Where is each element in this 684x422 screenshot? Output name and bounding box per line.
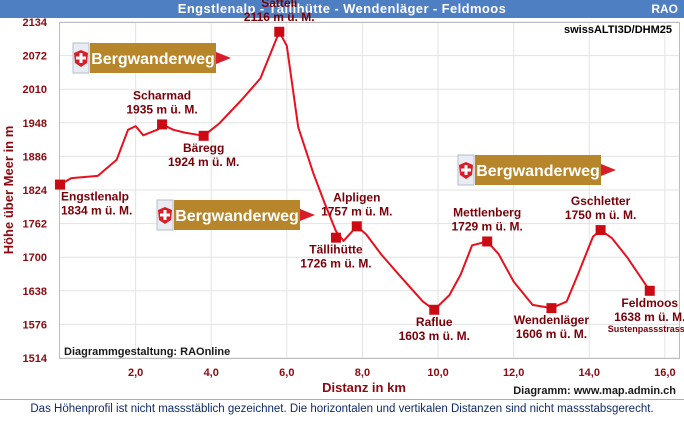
waypoint-marker <box>330 232 341 243</box>
waypoint-name: Scharmad <box>133 88 191 102</box>
sign-board <box>174 200 300 230</box>
sign-board <box>90 43 216 73</box>
x-tick-label: 6,0 <box>279 367 294 379</box>
y-tick-label: 1514 <box>23 353 48 365</box>
x-tick-label: 14,0 <box>579 367 600 379</box>
y-axis-ticks: 1514 1576 1638 1700 1762 1824 1886 1948 2010 2072… <box>23 17 48 365</box>
sign-arrow <box>601 164 616 176</box>
x-tick-label: 12,0 <box>503 367 524 379</box>
credit-right: Diagramm: www.map.admin.ch <box>513 385 676 397</box>
sign-arrow <box>216 52 231 64</box>
chart-title: Engstlenalp - Tällihütte - Wendenläger -… <box>177 1 507 16</box>
waypoint-name: Raflue <box>416 315 453 329</box>
waypoint-marker <box>429 304 440 315</box>
waypoint-extra: Sustenpassstrasse <box>608 324 684 334</box>
waypoint-elevation: 1729 m ü. M. <box>452 219 523 233</box>
waypoint-elevation: 1834 m ü. M. <box>61 204 132 218</box>
y-tick-label: 2072 <box>23 51 47 63</box>
credit-left: Diagrammgestaltung: RAOnline <box>64 346 230 358</box>
sign-board <box>475 155 601 185</box>
bergwanderweg-sign: Bergwanderweg <box>156 199 315 231</box>
y-tick-label: 1700 <box>23 252 47 264</box>
swiss-cross-horizontal <box>76 56 86 60</box>
y-tick-label: 1886 <box>23 151 47 163</box>
bergwanderweg-sign: Bergwanderweg <box>457 154 616 186</box>
corner-label: RAO <box>651 2 678 16</box>
x-tick-label: 16,0 <box>654 367 675 379</box>
waypoint-marker <box>546 303 557 314</box>
waypoint-marker <box>482 236 493 247</box>
swiss-cross-horizontal <box>461 168 471 172</box>
waypoint-name: Tällihütte <box>309 243 363 257</box>
sign-text: Bergwanderweg <box>476 163 600 180</box>
x-axis-label: Distanz in km <box>322 380 406 395</box>
sign-arrow <box>300 209 315 221</box>
waypoint-name: Mettlenberg <box>453 205 521 219</box>
waypoint-elevation: 2116 m ü. M. <box>244 10 315 24</box>
waypoint-elevation: 1750 m ü. M. <box>565 208 636 222</box>
plot-frame <box>59 22 680 359</box>
waypoint-elevation: 1924 m ü. M. <box>168 155 239 169</box>
source-label: swissALTI3D/DHM25 <box>564 24 672 36</box>
y-tick-label: 1948 <box>23 118 47 130</box>
waypoint-marker <box>644 285 655 296</box>
waypoint-marker <box>55 179 65 190</box>
x-tick-label: 2,0 <box>128 367 143 379</box>
waypoint-elevation: 1606 m ü. M. <box>516 327 587 341</box>
waypoint-elevation: 1757 m ü. M. <box>321 204 392 218</box>
y-axis-label: Höhe über Meer in m <box>1 126 16 255</box>
y-tick-label: 1824 <box>23 185 48 197</box>
waypoint-name: Wendenläger <box>514 313 589 327</box>
elevation-profile-chart: 1514 1576 1638 1700 1762 1824 1886 1948 2010 2072… <box>1 0 684 397</box>
waypoint-elevation: 1603 m ü. M. <box>399 329 470 343</box>
waypoint-marker <box>157 119 168 130</box>
trail-signs: Bergwanderweg Bergwanderweg Bergwanderweg <box>72 42 616 231</box>
bergwanderweg-sign: Bergwanderweg <box>72 42 231 74</box>
x-tick-label: 8,0 <box>355 367 370 379</box>
title-bar <box>0 0 684 18</box>
y-tick-label: 1576 <box>23 319 47 331</box>
y-tick-label: 1638 <box>23 286 47 298</box>
footer-note: Das Höhenprofil ist nicht massstäblich g… <box>0 399 684 422</box>
x-tick-label: 10,0 <box>427 367 448 379</box>
waypoint-elevation: 1726 m ü. M. <box>300 257 371 271</box>
y-tick-label: 2134 <box>23 17 48 29</box>
y-tick-label: 1762 <box>23 219 47 231</box>
y-tick-label: 2010 <box>23 84 47 96</box>
x-tick-label: 4,0 <box>204 367 219 379</box>
waypoint-elevation: 1935 m ü. M. <box>126 102 197 116</box>
waypoint-name: Bäregg <box>183 141 224 155</box>
waypoint-marker <box>198 130 209 141</box>
waypoint-name: Gschletter <box>571 194 631 208</box>
x-axis-ticks: 2,0 4,0 6,0 8,0 10,0 12,0 14,0 16,0 <box>128 367 676 379</box>
waypoint-name: Sätteli <box>261 0 297 10</box>
waypoint-elevation: 1638 m ü. M. <box>614 310 684 324</box>
sign-text: Bergwanderweg <box>175 208 299 225</box>
waypoint-marker <box>274 26 285 37</box>
waypoint-name: Engstlenalp <box>61 190 129 204</box>
waypoint-name: Alpligen <box>333 190 380 204</box>
waypoint-name: Feldmoos <box>621 296 678 310</box>
waypoint-marker <box>351 221 362 232</box>
waypoint-marker <box>595 225 606 236</box>
sign-text: Bergwanderweg <box>91 51 215 68</box>
swiss-cross-horizontal <box>160 213 170 217</box>
